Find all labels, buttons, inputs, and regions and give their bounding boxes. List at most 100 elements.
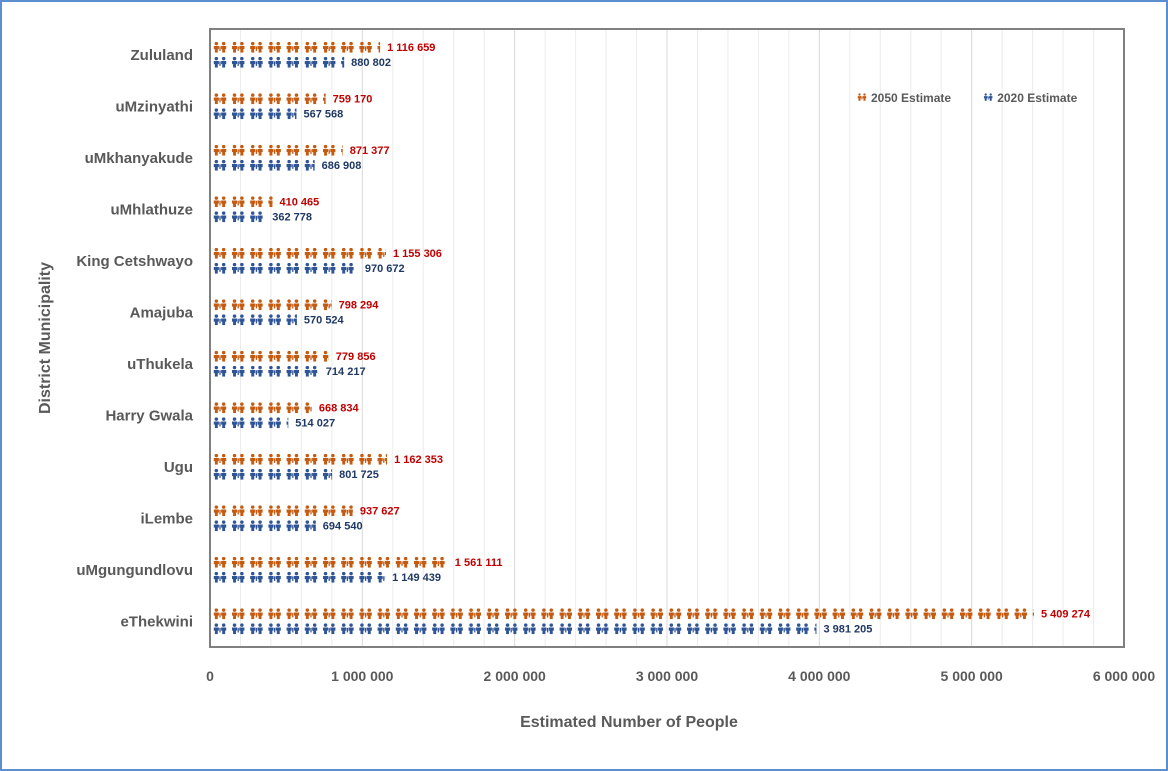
category-label: uMzinyathi <box>116 98 194 115</box>
person-pair-icon <box>286 571 300 583</box>
person-pair-icon <box>213 56 227 68</box>
person-pair-icon <box>286 520 300 532</box>
person-pair-icon <box>231 571 245 583</box>
person-pair-icon <box>304 56 318 68</box>
person-pair-icon <box>486 608 500 620</box>
person-pair-icon <box>250 365 263 377</box>
person-pair-icon <box>213 571 227 583</box>
data-label-2050: 937 627 <box>360 505 400 517</box>
person-pair-icon <box>978 608 991 620</box>
plot-area-border <box>209 28 1125 648</box>
category-label: eThekwini <box>120 613 193 630</box>
person-pair-icon <box>559 623 573 635</box>
x-tick-label: 6 000 000 <box>1093 668 1155 684</box>
person-pair-icon <box>286 350 300 362</box>
person-pair-icon <box>250 350 263 362</box>
category-label: uMgungundlovu <box>76 562 193 579</box>
person-pair-icon <box>359 608 372 620</box>
person-pair-icon <box>322 350 329 362</box>
person-pair-icon <box>231 108 245 120</box>
person-pair-icon <box>268 159 281 171</box>
person-pair-icon <box>377 608 391 620</box>
person-pair-icon <box>250 299 263 311</box>
person-pair-icon <box>541 623 554 635</box>
data-label-2050: 798 294 <box>339 299 380 311</box>
data-label-2020: 714 217 <box>326 366 366 378</box>
person-pair-icon <box>250 93 263 105</box>
person-pair-icon <box>887 608 900 620</box>
x-axis-title: Estimated Number of People <box>520 714 738 731</box>
person-pair-icon <box>213 314 227 326</box>
person-pair-icon <box>359 556 372 568</box>
person-pair-icon <box>304 41 318 53</box>
data-label-2050: 759 170 <box>333 93 373 105</box>
person-pair-icon <box>250 402 263 414</box>
person-pair-icon <box>250 608 263 620</box>
person-pair-icon <box>268 556 281 568</box>
person-pair-icon <box>304 571 318 583</box>
person-pair-icon <box>541 608 554 620</box>
person-pair-icon <box>341 262 354 274</box>
person-pair-icon <box>286 365 300 377</box>
person-pair-icon <box>231 402 245 414</box>
person-pair-icon <box>286 314 297 326</box>
person-pair-icon <box>377 571 386 583</box>
person-pair-icon <box>304 505 318 517</box>
person-pair-icon <box>413 556 427 568</box>
person-pair-icon <box>213 417 227 429</box>
person-pair-icon <box>231 417 245 429</box>
person-pair-icon <box>268 247 281 259</box>
person-pair-icon <box>213 159 227 171</box>
data-label-2020: 362 778 <box>272 211 312 223</box>
person-pair-icon <box>213 623 227 635</box>
person-pair-icon <box>595 608 609 620</box>
person-pair-icon <box>814 608 827 620</box>
person-pair-icon <box>450 623 463 635</box>
data-label-2050: 1 162 353 <box>394 454 443 466</box>
category-label: uThukela <box>127 356 194 373</box>
bar-2020 <box>213 159 315 171</box>
person-pair-icon <box>268 299 281 311</box>
data-label-2020: 1 149 439 <box>392 572 441 584</box>
person-pair-icon <box>231 468 245 480</box>
person-pair-icon <box>213 365 227 377</box>
bar-2050 <box>213 556 445 568</box>
legend-swatch-icon <box>983 93 993 101</box>
person-pair-icon <box>286 144 300 156</box>
person-pair-icon <box>286 41 300 53</box>
legend-swatch-icon <box>857 93 867 101</box>
category-label: King Cetshwayo <box>76 253 193 270</box>
person-pair-icon <box>304 144 318 156</box>
person-pair-icon <box>304 520 316 532</box>
person-pair-icon <box>796 608 809 620</box>
data-label-2050: 1 155 306 <box>393 248 442 260</box>
person-pair-icon <box>322 247 336 259</box>
bar-2050 <box>213 299 332 311</box>
person-pair-icon <box>359 453 372 465</box>
person-pair-icon <box>286 299 300 311</box>
person-pair-icon <box>359 623 372 635</box>
bar-2050 <box>213 41 381 53</box>
legend-label: 2020 Estimate <box>997 91 1077 105</box>
bar-2050 <box>213 505 353 517</box>
person-pair-icon <box>577 623 591 635</box>
person-pair-icon <box>650 623 664 635</box>
person-pair-icon <box>250 41 263 53</box>
person-pair-icon <box>268 623 281 635</box>
person-pair-icon <box>250 159 263 171</box>
person-pair-icon <box>286 108 297 120</box>
person-pair-icon <box>250 211 263 223</box>
person-pair-icon <box>304 262 318 274</box>
person-pair-icon <box>632 623 645 635</box>
person-pair-icon <box>850 608 864 620</box>
person-pair-icon <box>523 623 536 635</box>
person-pair-icon <box>231 247 245 259</box>
person-pair-icon <box>213 556 227 568</box>
person-pair-icon <box>286 468 300 480</box>
data-label-2020: 801 725 <box>339 469 379 481</box>
person-pair-icon <box>213 505 227 517</box>
person-pair-icon <box>341 41 354 53</box>
person-pair-icon <box>268 505 281 517</box>
person-pair-icon <box>759 623 773 635</box>
